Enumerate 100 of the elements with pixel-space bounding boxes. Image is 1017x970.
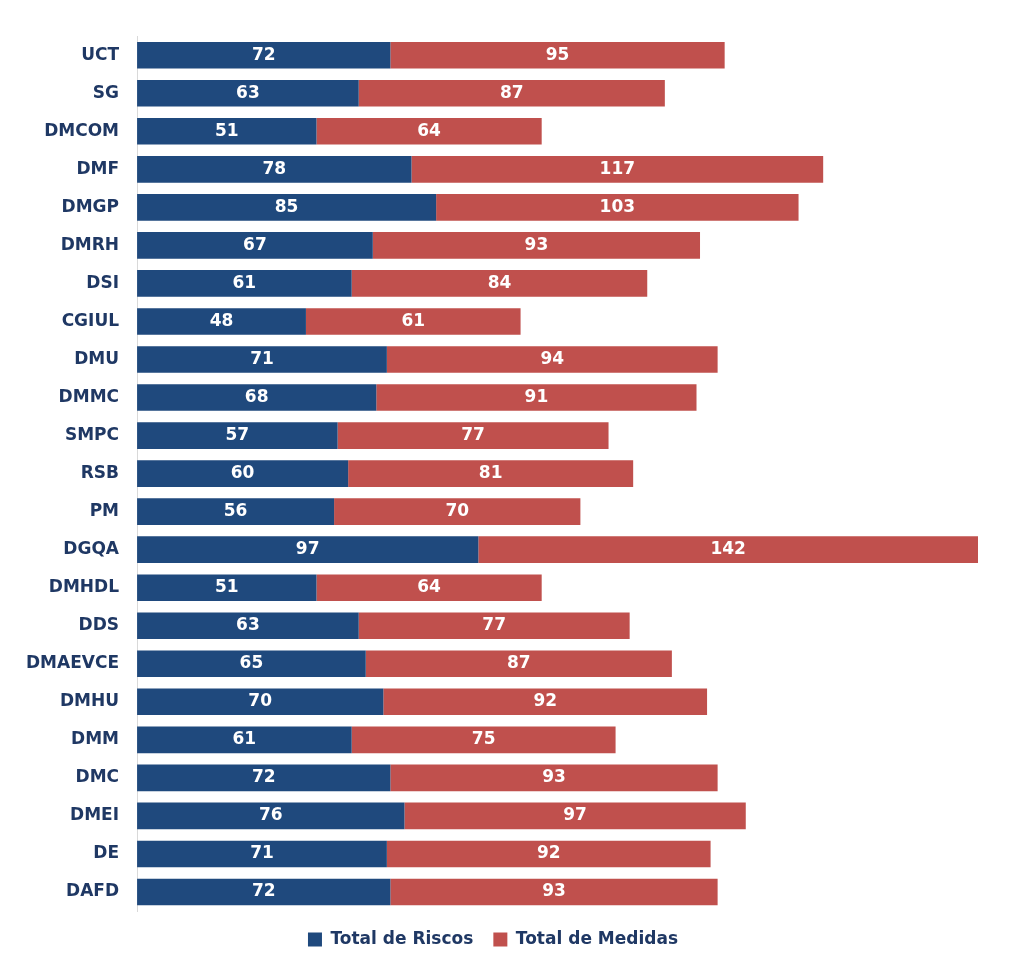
y-tick-label: DMF	[76, 157, 120, 178]
data-label: 81	[478, 462, 503, 483]
data-label: 63	[236, 81, 260, 102]
bar	[137, 422, 338, 449]
legend-label: Total de Riscos	[330, 927, 474, 948]
bar	[334, 498, 581, 525]
data-label: 87	[506, 652, 531, 673]
bar	[316, 574, 542, 602]
y-tick-label: DMAEVCE	[26, 652, 120, 673]
bar	[390, 764, 718, 792]
y-tick-label: DMGP	[61, 195, 120, 216]
bar	[376, 384, 697, 411]
bar	[137, 308, 306, 335]
bar	[137, 41, 391, 69]
data-label: 85	[274, 195, 299, 216]
data-label: 60	[230, 462, 255, 483]
bar	[305, 308, 521, 335]
bar	[390, 878, 718, 906]
bar	[351, 270, 648, 297]
bar	[386, 346, 718, 373]
data-label: 65	[239, 652, 264, 673]
bar	[137, 384, 377, 411]
bar	[137, 156, 412, 183]
bar	[372, 232, 701, 259]
y-tick-label: SMPC	[64, 423, 120, 444]
bar	[137, 270, 352, 297]
data-label: 84	[487, 271, 512, 292]
bar	[137, 117, 317, 145]
bar	[404, 802, 746, 830]
data-label: 76	[258, 804, 283, 825]
y-tick-label: DMRH	[60, 233, 120, 254]
data-label: 95	[545, 43, 570, 64]
data-label: 57	[225, 423, 250, 444]
bar	[383, 688, 708, 716]
bar	[411, 156, 824, 183]
y-tick-label: DMHDL	[48, 576, 120, 597]
data-label: 77	[461, 423, 485, 444]
bar	[365, 650, 672, 678]
data-label: 72	[251, 766, 276, 787]
data-label: 56	[223, 500, 248, 521]
data-label: 87	[499, 81, 524, 102]
data-label: 75	[471, 728, 496, 749]
y-tick-label: SG	[92, 81, 120, 102]
y-tick-label: DMHU	[59, 690, 120, 711]
y-tick-label: DE	[93, 842, 120, 863]
bar	[137, 346, 387, 373]
bar	[358, 612, 630, 640]
bar	[436, 194, 799, 221]
bar	[478, 536, 978, 563]
y-tick-label: DDS	[78, 614, 120, 635]
data-label: 61	[232, 728, 257, 749]
data-label: 71	[250, 347, 274, 368]
bar	[137, 612, 359, 640]
bar	[137, 536, 479, 563]
data-label: 71	[250, 842, 274, 863]
data-label: 64	[417, 119, 442, 140]
y-tick-label: DMMC	[58, 385, 120, 406]
bar	[137, 194, 437, 221]
bar	[137, 802, 405, 830]
data-label: 70	[248, 690, 273, 711]
y-tick-label: DGQA	[63, 538, 120, 559]
y-tick-label: DMEI	[70, 804, 120, 825]
bar	[137, 574, 317, 602]
data-label: 93	[542, 880, 566, 901]
data-label: 72	[251, 880, 276, 901]
bar	[137, 79, 359, 107]
data-label: 51	[214, 119, 239, 140]
bar	[137, 764, 391, 792]
data-label: 94	[540, 347, 565, 368]
bar	[137, 650, 366, 678]
bar	[348, 460, 634, 487]
y-tick-label: DMCOM	[44, 119, 120, 140]
y-tick-label: UCT	[81, 43, 120, 64]
data-label: 91	[524, 385, 549, 406]
bar	[390, 41, 725, 69]
bar	[316, 117, 542, 145]
y-tick-label: DAFD	[66, 880, 120, 901]
data-label: 70	[445, 500, 470, 521]
data-label: 92	[533, 690, 558, 711]
y-tick-label: DMC	[75, 766, 120, 787]
data-label: 97	[563, 804, 587, 825]
data-label: 103	[599, 195, 636, 216]
bar	[137, 878, 391, 906]
data-label: 63	[236, 614, 260, 635]
bar	[386, 840, 711, 868]
data-label: 92	[536, 842, 561, 863]
y-tick-label: DMU	[74, 347, 120, 368]
data-label: 97	[295, 538, 320, 559]
data-label: 64	[417, 576, 442, 597]
y-tick-label: CGIUL	[61, 309, 120, 330]
y-tick-label: PM	[89, 500, 120, 521]
data-label: 68	[244, 385, 269, 406]
data-label: 51	[214, 576, 239, 597]
data-label: 61	[401, 309, 426, 330]
data-label: 142	[710, 538, 746, 559]
data-label: 93	[524, 233, 549, 254]
data-label: 67	[243, 233, 267, 254]
data-label: 61	[232, 271, 257, 292]
bar	[137, 726, 352, 754]
bar	[358, 79, 665, 107]
